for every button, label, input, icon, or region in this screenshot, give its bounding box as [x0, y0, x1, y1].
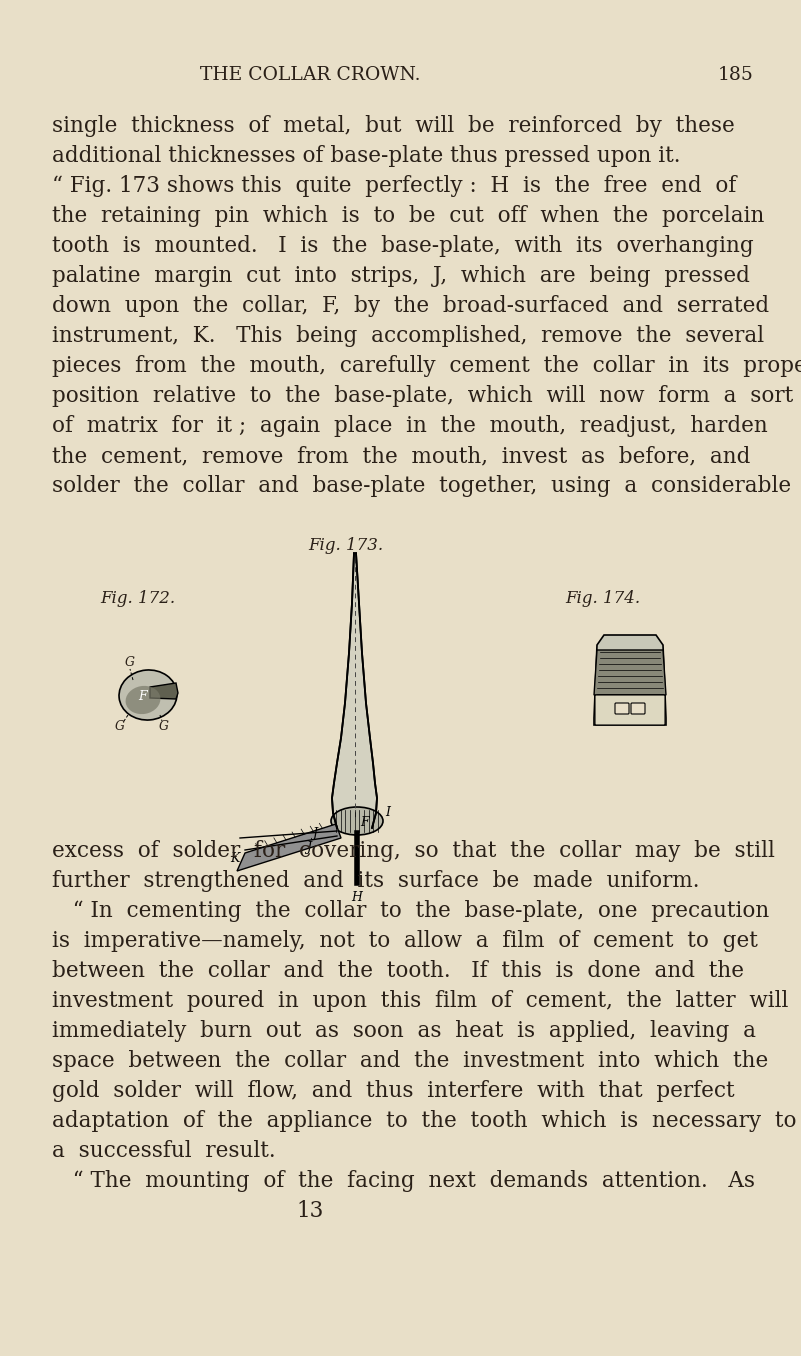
Polygon shape: [150, 683, 178, 698]
Text: J: J: [307, 841, 312, 853]
Polygon shape: [594, 650, 666, 696]
FancyBboxPatch shape: [631, 702, 645, 715]
Text: gold  solder  will  flow,  and  thus  interfere  with  that  perfect: gold solder will flow, and thus interfer…: [52, 1079, 735, 1102]
Polygon shape: [594, 635, 666, 725]
Text: J: J: [312, 827, 317, 839]
Polygon shape: [332, 553, 377, 829]
Text: of  matrix  for  it ;  again  place  in  the  mouth,  readjust,  harden: of matrix for it ; again place in the mo…: [52, 415, 767, 437]
Text: “ The  mounting  of  the  facing  next  demands  attention.   As: “ The mounting of the facing next demand…: [52, 1170, 755, 1192]
Text: solder  the  collar  and  base-plate  together,  using  a  considerable: solder the collar and base-plate togethe…: [52, 475, 791, 498]
Text: 185: 185: [718, 66, 754, 84]
Text: H: H: [352, 891, 362, 904]
Text: K: K: [231, 852, 239, 865]
Text: pieces  from  the  mouth,  carefully  cement  the  collar  in  its  proper: pieces from the mouth, carefully cement …: [52, 355, 801, 377]
Text: space  between  the  collar  and  the  investment  into  which  the: space between the collar and the investm…: [52, 1050, 768, 1073]
Text: G: G: [159, 720, 169, 734]
Text: instrument,  K.   This  being  accomplished,  remove  the  several: instrument, K. This being accomplished, …: [52, 325, 764, 347]
Text: I: I: [385, 807, 391, 819]
FancyBboxPatch shape: [595, 696, 665, 725]
Ellipse shape: [331, 807, 383, 835]
Text: a  successful  result.: a successful result.: [52, 1140, 276, 1162]
Text: additional thicknesses of base-plate thus pressed upon it.: additional thicknesses of base-plate thu…: [52, 145, 681, 167]
Text: THE COLLAR CROWN.: THE COLLAR CROWN.: [199, 66, 421, 84]
Text: further  strengthened  and  its  surface  be  made  uniform.: further strengthened and its surface be …: [52, 871, 699, 892]
Text: “ Fig. 173 shows this  quite  perfectly :  H  is  the  free  end  of: “ Fig. 173 shows this quite perfectly : …: [52, 175, 736, 197]
Text: Fig. 172.: Fig. 172.: [100, 590, 175, 607]
Text: excess  of  solder  for  covering,  so  that  the  collar  may  be  still: excess of solder for covering, so that t…: [52, 839, 775, 862]
Text: between  the  collar  and  the  tooth.   If  this  is  done  and  the: between the collar and the tooth. If thi…: [52, 960, 744, 982]
Text: palatine  margin  cut  into  strips,  J,  which  are  being  pressed: palatine margin cut into strips, J, whic…: [52, 264, 750, 287]
Polygon shape: [237, 824, 341, 871]
Text: Fig. 173.: Fig. 173.: [308, 537, 383, 555]
Text: “ In  cementing  the  collar  to  the  base-plate,  one  precaution: “ In cementing the collar to the base-pl…: [52, 900, 769, 922]
Text: 13: 13: [296, 1200, 324, 1222]
Text: the  cement,  remove  from  the  mouth,  invest  as  before,  and: the cement, remove from the mouth, inves…: [52, 445, 751, 466]
Text: single  thickness  of  metal,  but  will  be  reinforced  by  these: single thickness of metal, but will be r…: [52, 115, 735, 137]
FancyBboxPatch shape: [615, 702, 629, 715]
Text: down  upon  the  collar,  F,  by  the  broad-surfaced  and  serrated: down upon the collar, F, by the broad-su…: [52, 296, 769, 317]
Text: investment  poured  in  upon  this  film  of  cement,  the  latter  will: investment poured in upon this film of c…: [52, 990, 788, 1012]
Text: G: G: [115, 720, 125, 734]
Text: immediately  burn  out  as  soon  as  heat  is  applied,  leaving  a: immediately burn out as soon as heat is …: [52, 1020, 756, 1041]
Ellipse shape: [126, 686, 160, 715]
Ellipse shape: [119, 670, 177, 720]
Text: position  relative  to  the  base-plate,  which  will  now  form  a  sort: position relative to the base-plate, whi…: [52, 385, 793, 407]
Text: F: F: [360, 815, 369, 829]
Text: the  retaining  pin  which  is  to  be  cut  off  when  the  porcelain: the retaining pin which is to be cut off…: [52, 205, 764, 226]
Text: tooth  is  mounted.   I  is  the  base-plate,  with  its  overhanging: tooth is mounted. I is the base-plate, w…: [52, 235, 754, 258]
Text: G: G: [125, 656, 135, 670]
Text: adaptation  of  the  appliance  to  the  tooth  which  is  necessary  to: adaptation of the appliance to the tooth…: [52, 1111, 796, 1132]
Text: is  imperative—namely,  not  to  allow  a  film  of  cement  to  get: is imperative—namely, not to allow a fil…: [52, 930, 758, 952]
Text: Fig. 174.: Fig. 174.: [565, 590, 640, 607]
Text: F: F: [138, 690, 147, 704]
